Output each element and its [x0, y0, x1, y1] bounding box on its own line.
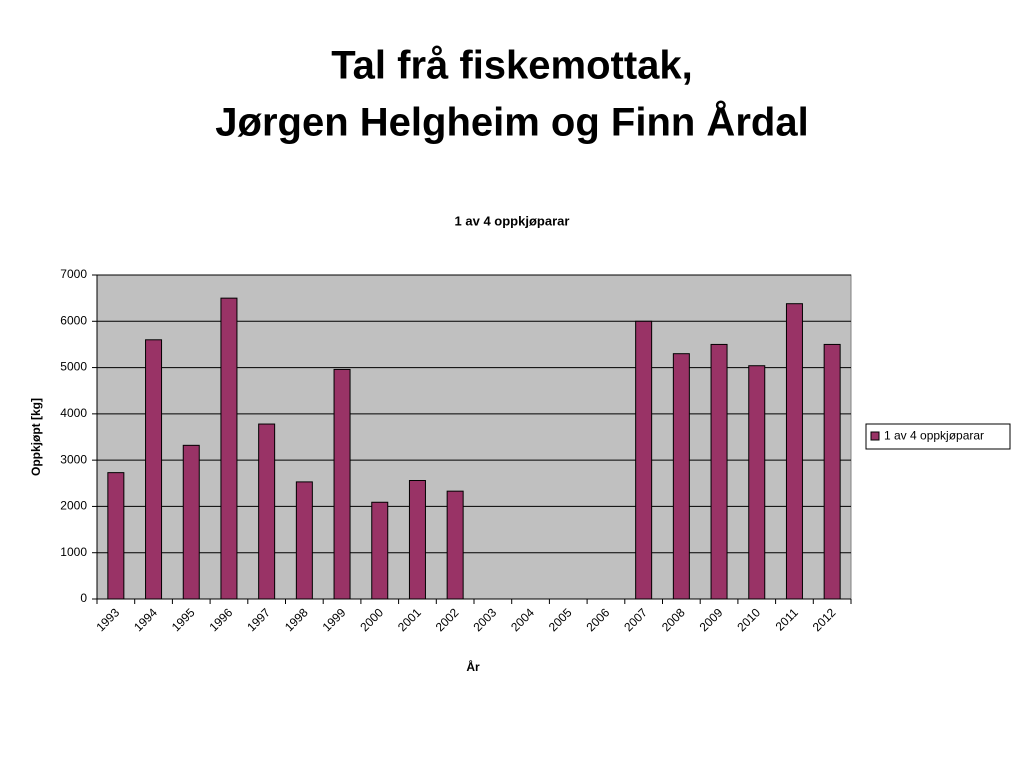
x-tick-label: 2001	[395, 605, 424, 634]
x-tick-label: 1995	[169, 605, 198, 634]
bar	[220, 297, 238, 600]
y-tick-label: 7000	[60, 267, 87, 281]
x-tick-label: 2010	[734, 605, 763, 634]
y-tick-label: 2000	[60, 499, 87, 513]
y-tick-label: 6000	[60, 313, 87, 327]
bar	[672, 353, 690, 600]
x-tick-label: 2004	[508, 605, 537, 634]
bar	[145, 339, 163, 600]
x-tick-label: 1996	[207, 605, 236, 634]
bar	[295, 481, 313, 600]
bar	[785, 303, 803, 600]
y-tick-label: 3000	[60, 452, 87, 466]
bar	[371, 501, 389, 600]
bar	[258, 423, 276, 600]
x-tick-label: 2007	[621, 605, 650, 634]
x-tick-label: 2002	[433, 605, 462, 634]
x-axis-label: År	[466, 659, 480, 674]
slide-title: Jørgen Helgheim og Finn Årdal	[215, 100, 808, 145]
x-tick-label: 1999	[320, 605, 349, 634]
x-tick-label: 1997	[244, 605, 273, 634]
bar	[748, 365, 766, 600]
y-tick-label: 0	[80, 591, 87, 605]
bar	[333, 368, 351, 600]
x-tick-label: 2011	[773, 605, 801, 633]
y-tick-label: 5000	[60, 360, 87, 374]
x-tick-label: 1994	[131, 605, 160, 634]
y-tick-label: 1000	[60, 545, 87, 559]
bar	[446, 490, 464, 600]
bar	[182, 444, 200, 600]
x-tick-label: 2008	[659, 605, 688, 634]
y-tick-label: 4000	[60, 406, 87, 420]
legend-swatch	[870, 431, 880, 441]
bar	[635, 320, 653, 600]
x-tick-label: 2009	[697, 605, 726, 634]
chart-title: 1 av 4 oppkjøparar	[455, 213, 570, 228]
bar	[823, 343, 841, 600]
legend-box	[865, 423, 1011, 450]
slide-title: Tal frå fiskemottak,	[331, 44, 693, 88]
x-tick-label: 2000	[357, 605, 386, 634]
x-tick-label: 1998	[282, 605, 311, 634]
plot-area	[96, 274, 852, 600]
y-axis-label: Oppkjøpt [kg]	[29, 398, 43, 476]
bar	[408, 480, 426, 600]
x-tick-label: 1993	[93, 605, 122, 634]
x-tick-label: 2006	[584, 605, 613, 634]
bar	[710, 343, 728, 600]
bar	[107, 472, 125, 600]
x-tick-label: 2005	[546, 605, 575, 634]
x-tick-label: 2003	[470, 605, 499, 634]
x-tick-label: 2012	[810, 605, 839, 634]
legend-label: 1 av 4 oppkjøparar	[884, 429, 984, 443]
